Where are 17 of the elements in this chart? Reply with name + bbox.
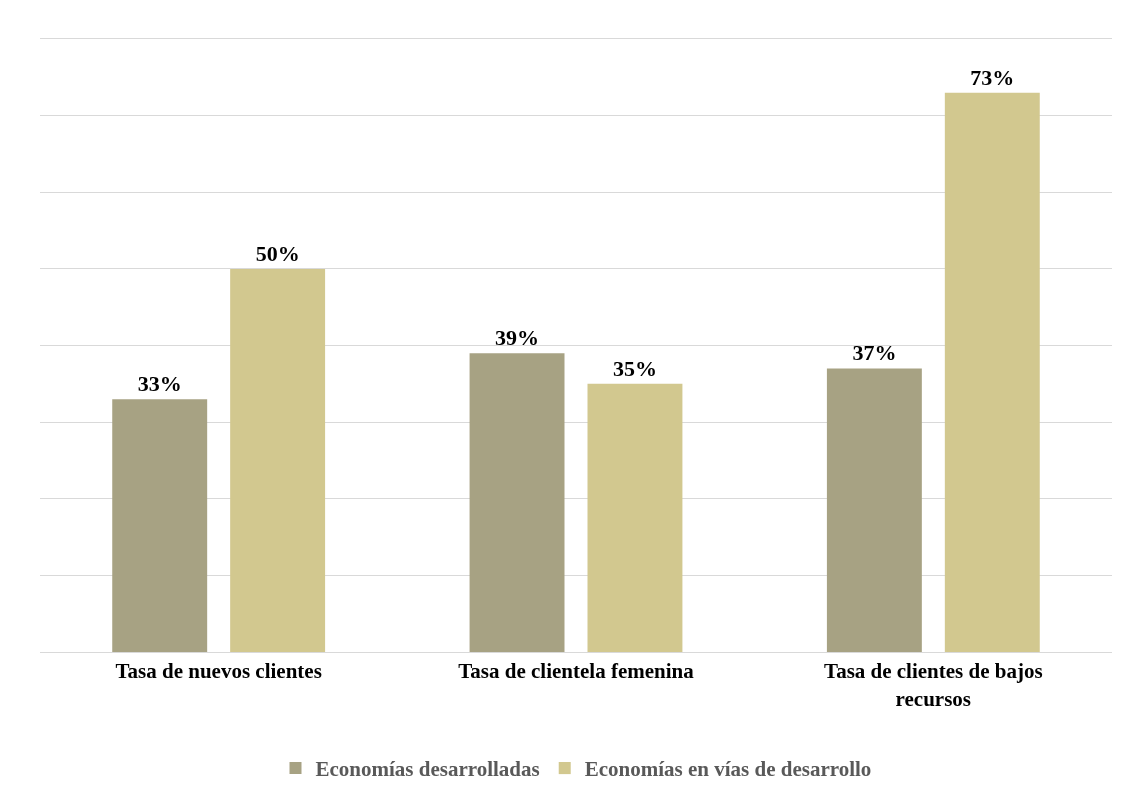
data-label: 73% — [970, 64, 1015, 90]
legend-label: Economías en vías de desarrollo — [584, 757, 872, 782]
x-tick-label: Tasa de clientes de bajos recursos — [824, 659, 1043, 711]
data-label: 33% — [137, 371, 182, 397]
data-label: 50% — [255, 240, 300, 266]
bar — [469, 353, 565, 652]
bar — [112, 399, 208, 652]
legend-label: Economías desarrolladas — [315, 757, 540, 782]
bar — [944, 92, 1040, 652]
data-label: 37% — [852, 340, 897, 366]
x-tick-label: Tasa de clientela femenina — [458, 659, 695, 684]
bar — [587, 383, 683, 652]
bar — [826, 368, 922, 652]
data-label: 39% — [495, 325, 540, 351]
bar — [230, 268, 326, 652]
data-label: 35% — [612, 355, 657, 381]
x-tick-label: Tasa de nuevos clientes — [115, 659, 322, 684]
